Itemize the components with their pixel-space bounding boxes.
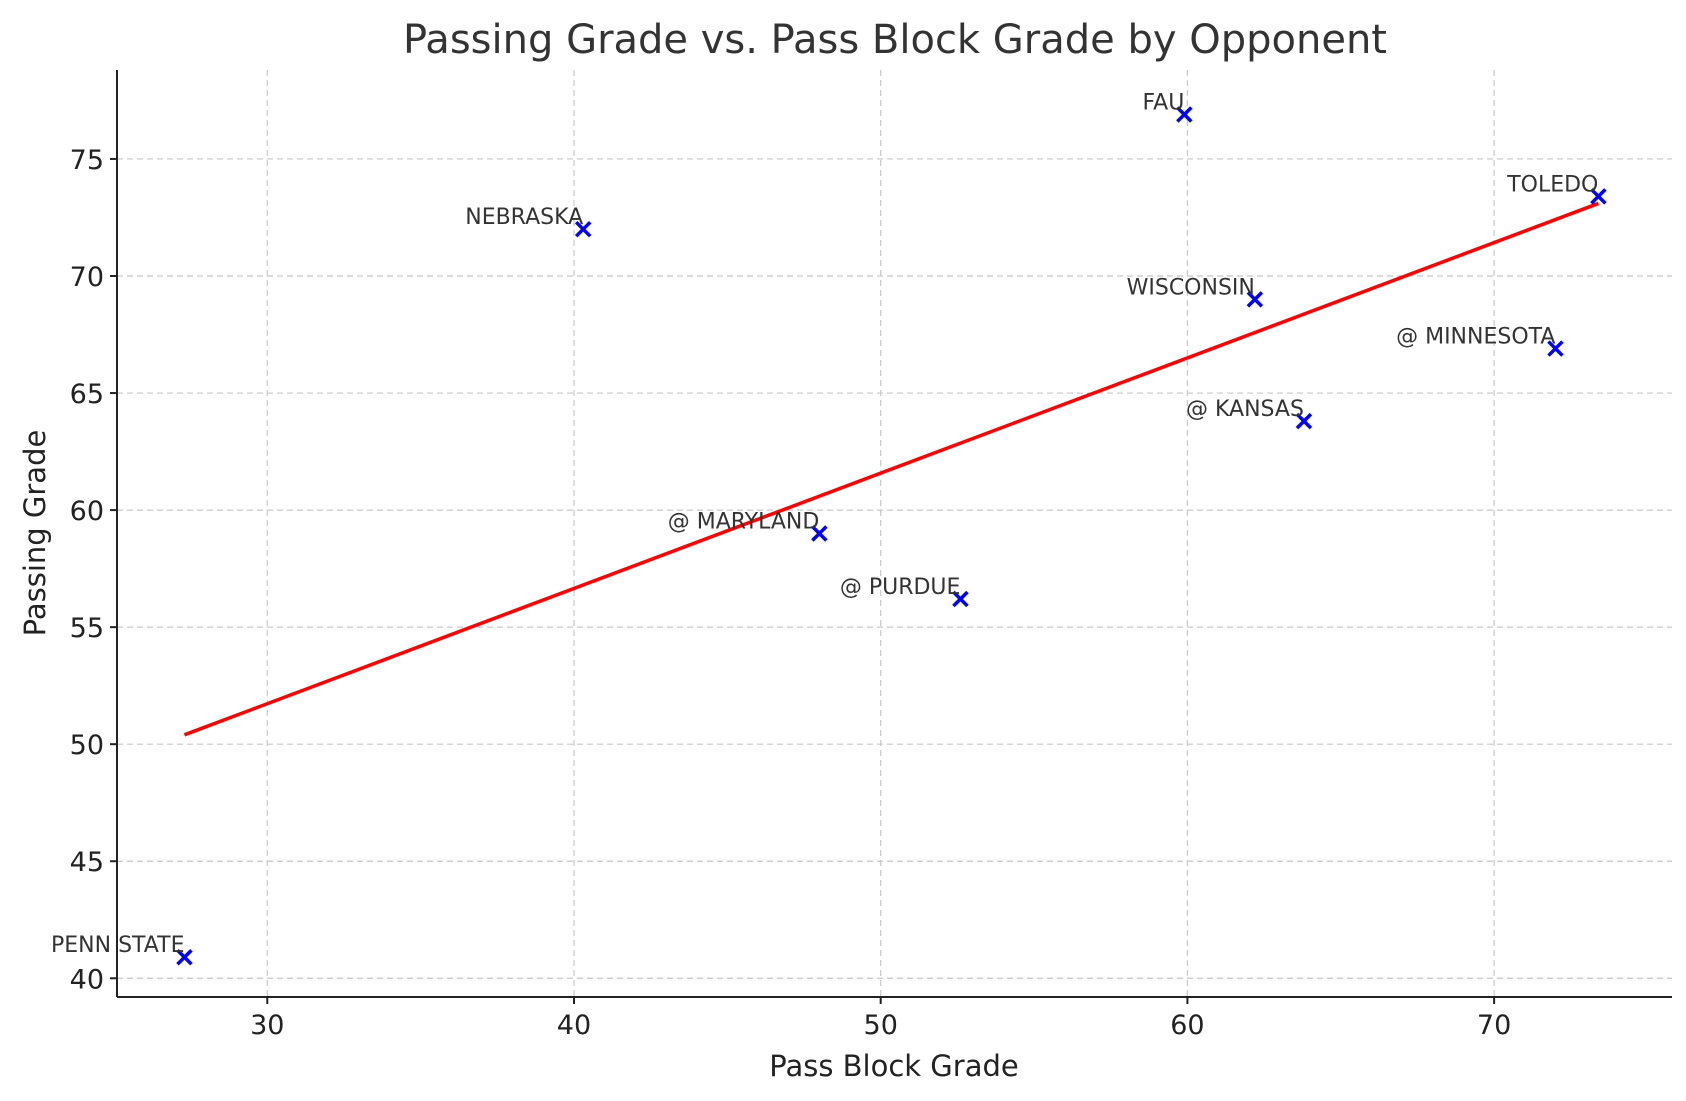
point-label: @ KANSAS bbox=[1186, 397, 1304, 422]
axis-ticks: 30 40 50 60 70 40 45 50 55 60 65 70 75 bbox=[70, 145, 1512, 1041]
data-point-marker bbox=[1295, 412, 1313, 430]
y-tick-label: 75 bbox=[70, 145, 104, 176]
data-point-marker bbox=[952, 590, 969, 608]
point-label: NEBRASKA bbox=[465, 205, 583, 230]
x-tick-label: 70 bbox=[1477, 1010, 1511, 1041]
y-tick-label: 55 bbox=[70, 613, 104, 644]
point-label: @ MINNESOTA bbox=[1396, 325, 1555, 350]
data-point-marker bbox=[811, 525, 828, 542]
point-label: WISCONSIN bbox=[1127, 275, 1255, 300]
x-axis-label: Pass Block Grade bbox=[769, 1049, 1018, 1083]
data-point-marker bbox=[1246, 291, 1264, 308]
data-points bbox=[176, 106, 1607, 966]
point-label: FAU bbox=[1143, 90, 1185, 115]
y-tick-label: 40 bbox=[70, 964, 104, 995]
x-tick-label: 30 bbox=[250, 1010, 284, 1041]
trendline-layer bbox=[183, 201, 1600, 737]
point-label: @ MARYLAND bbox=[668, 510, 820, 535]
y-tick-label: 60 bbox=[70, 496, 104, 527]
grid-lines bbox=[117, 70, 1672, 997]
data-point-marker bbox=[1547, 340, 1564, 357]
y-tick-label: 45 bbox=[70, 847, 104, 878]
point-label: @ PURDUE bbox=[840, 575, 961, 600]
data-point-marker bbox=[1590, 188, 1607, 205]
data-point-marker bbox=[176, 948, 193, 966]
axes bbox=[116, 70, 1672, 998]
chart-title: Passing Grade vs. Pass Block Grade by Op… bbox=[403, 17, 1387, 63]
y-tick-label: 70 bbox=[70, 262, 104, 293]
data-point-marker bbox=[574, 220, 592, 238]
y-axis-label: Passing Grade bbox=[18, 430, 52, 637]
x-tick-label: 40 bbox=[557, 1010, 591, 1041]
data-point-marker bbox=[1176, 106, 1193, 123]
y-tick-label: 50 bbox=[70, 730, 104, 761]
point-label: TOLEDO bbox=[1506, 172, 1598, 197]
y-tick-label: 65 bbox=[70, 379, 104, 410]
trendline bbox=[183, 201, 1600, 737]
x-tick-label: 50 bbox=[864, 1010, 898, 1041]
x-tick-label: 60 bbox=[1170, 1010, 1204, 1041]
